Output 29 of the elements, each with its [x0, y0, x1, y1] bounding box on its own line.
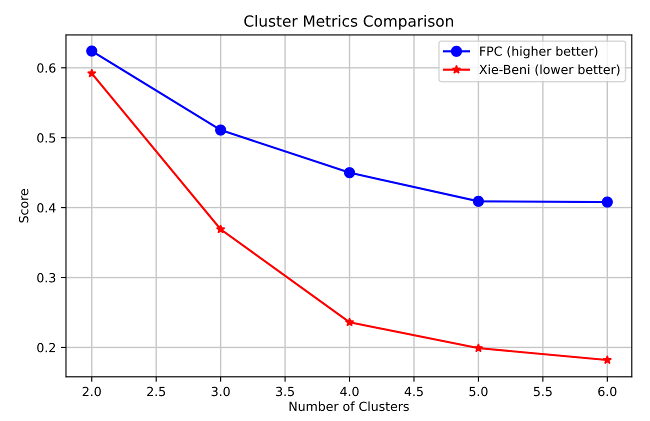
y-tick-label: 0.2 [37, 342, 55, 352]
x-tick-label: 4.5 [404, 386, 423, 396]
point [602, 196, 613, 208]
point [215, 124, 226, 136]
legend-label: FPC (higher better) [480, 46, 598, 58]
x-tick-label: 3.5 [276, 386, 294, 396]
x-axis-title: Number of Clusters [290, 401, 409, 412]
y-tick-label: 0.3 [37, 272, 56, 282]
point [344, 167, 356, 178]
y-tick-label: 0.6 [37, 63, 56, 73]
x-tick-label: 4.0 [340, 386, 359, 396]
x-tick-label: 5.5 [534, 386, 552, 396]
x-tick-label: 2.5 [147, 386, 166, 396]
x-tick-label: 6.0 [598, 386, 616, 396]
x-tick-label: 2.0 [82, 386, 101, 396]
point [344, 317, 354, 326]
point [472, 196, 484, 207]
point [474, 343, 484, 352]
point [86, 45, 98, 57]
point [216, 224, 226, 234]
x-tick-label: 5.0 [469, 386, 488, 396]
y-tick-label: 0.5 [37, 133, 56, 143]
legend-label: Xie-Beni (lower better) [479, 64, 620, 76]
point [87, 68, 96, 78]
chart-title: Cluster Metrics Comparison [244, 15, 454, 30]
y-tick-label: 0.4 [37, 203, 56, 213]
y-axis-title: Score [18, 189, 28, 223]
x-tick-label: 3.0 [212, 386, 230, 396]
point [602, 355, 612, 364]
